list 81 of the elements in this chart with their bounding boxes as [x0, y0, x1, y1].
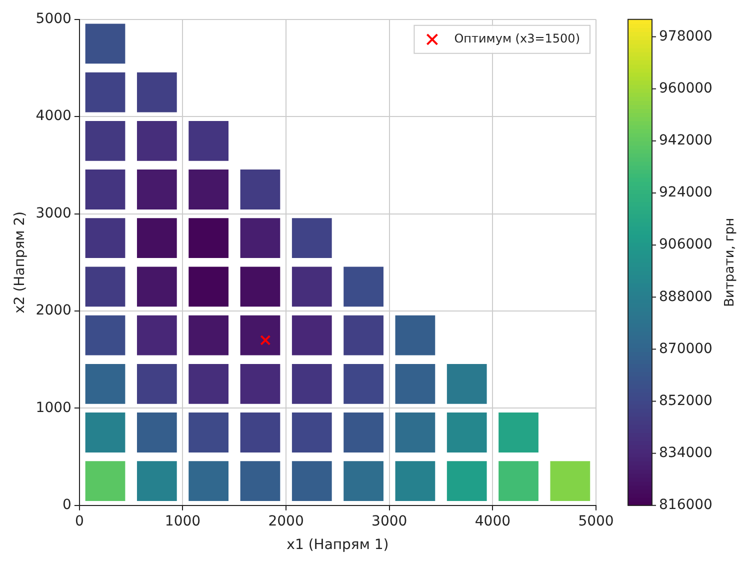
point: [85, 412, 126, 452]
point: [136, 120, 177, 161]
point: [136, 461, 177, 502]
point: [344, 266, 384, 307]
point: [240, 461, 280, 502]
point: [136, 266, 177, 307]
x-tick-label: 1000: [164, 513, 201, 530]
point: [85, 266, 126, 307]
color-bar-label: 870000: [659, 340, 712, 357]
point: [85, 461, 126, 502]
point: [344, 364, 384, 404]
color-bar-label: 942000: [659, 132, 712, 149]
x-tick-label: 4000: [474, 513, 511, 530]
y-tick-label: 2000: [36, 302, 72, 319]
point: [395, 461, 436, 502]
point: [446, 412, 487, 452]
point: [85, 218, 126, 258]
point: [344, 315, 384, 356]
point: [85, 170, 126, 210]
point: [344, 461, 384, 502]
point: [188, 315, 229, 356]
point: [188, 412, 229, 452]
point: [136, 170, 177, 210]
point: [85, 72, 126, 112]
y-tick-label: 5000: [36, 11, 72, 28]
point: [85, 120, 126, 161]
color-bar-label: 816000: [659, 497, 712, 514]
point: [240, 315, 280, 356]
point: [292, 315, 332, 356]
x-tick-label: 5000: [578, 513, 614, 530]
color-bar-label: 888000: [659, 288, 712, 305]
point: [292, 364, 332, 404]
point: [240, 218, 280, 258]
point: [292, 412, 332, 452]
point: [136, 315, 177, 356]
point: [292, 266, 332, 307]
y-tick-label: 0: [62, 497, 72, 514]
point: [446, 364, 487, 404]
point: [136, 218, 177, 258]
point: [395, 412, 436, 452]
point: [188, 364, 229, 404]
point: [188, 266, 229, 307]
color-bar-label: 960000: [659, 80, 712, 96]
point: [85, 315, 126, 356]
x-tick-label: 0: [74, 513, 84, 530]
point: [188, 218, 229, 258]
point: [188, 170, 229, 210]
point: [292, 461, 332, 502]
point: [344, 412, 384, 452]
point: [395, 364, 436, 404]
y-axis-title: x2 (Напрям 2): [12, 211, 28, 314]
y-tick-label: 4000: [36, 108, 72, 124]
point: [550, 461, 590, 502]
legend-label: Оптимум (x3=1500): [454, 32, 580, 46]
color-bar-label: 924000: [659, 184, 712, 201]
point: [240, 364, 280, 404]
point: [136, 72, 177, 112]
color-bar-label: 978000: [659, 28, 712, 44]
point: [292, 218, 332, 258]
x-tick-label: 2000: [268, 513, 304, 530]
point: [240, 266, 280, 307]
color-bar-title: Витрати, грн: [722, 218, 738, 307]
color-bar-label: 906000: [659, 236, 712, 253]
point: [188, 461, 229, 502]
x-axis-title: x1 (Напрям 1): [286, 537, 389, 554]
point: [85, 364, 126, 404]
point: [240, 412, 280, 452]
point: [85, 24, 126, 64]
point: [240, 170, 280, 210]
y-tick-label: 3000: [36, 205, 72, 222]
point: [188, 120, 229, 161]
point: [136, 364, 177, 404]
point: [498, 412, 538, 452]
point: [498, 461, 538, 502]
x-tick-label: 3000: [372, 513, 408, 530]
point: [136, 412, 177, 452]
color-bar-label: 852000: [659, 392, 712, 409]
point: [446, 461, 487, 502]
y-tick-label: 1000: [36, 400, 72, 416]
point: [395, 315, 436, 356]
color-bar-label: 834000: [659, 444, 712, 461]
